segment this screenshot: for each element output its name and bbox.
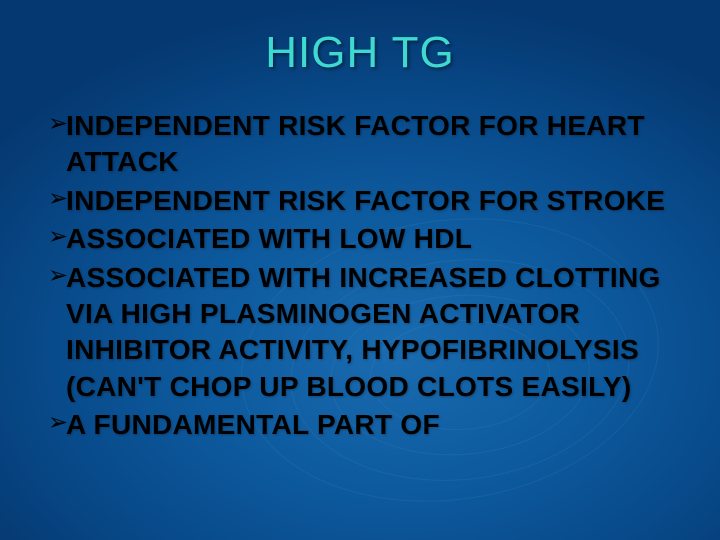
list-item: ➢ ASSOCIATED WITH LOW HDL (48, 221, 680, 257)
list-item: ➢ A FUNDAMENTAL PART OF (48, 407, 680, 443)
bullet-icon: ➢ (48, 407, 66, 438)
bullet-text: INDEPENDENT RISK FACTOR FOR STROKE (66, 183, 665, 219)
bullet-list: ➢ INDEPENDENT RISK FACTOR FOR HEART ATTA… (40, 108, 680, 444)
slide-title: HIGH TG (40, 28, 680, 78)
bullet-text: A FUNDAMENTAL PART OF (66, 407, 440, 443)
bullet-text: INDEPENDENT RISK FACTOR FOR HEART ATTACK (66, 108, 680, 181)
bullet-icon: ➢ (48, 260, 66, 291)
list-item: ➢ INDEPENDENT RISK FACTOR FOR HEART ATTA… (48, 108, 680, 181)
bullet-icon: ➢ (48, 221, 66, 252)
slide-container: HIGH TG ➢ INDEPENDENT RISK FACTOR FOR HE… (0, 0, 720, 540)
list-item: ➢ INDEPENDENT RISK FACTOR FOR STROKE (48, 183, 680, 219)
bullet-text: ASSOCIATED WITH INCREASED CLOTTING VIA H… (66, 260, 680, 406)
list-item: ➢ ASSOCIATED WITH INCREASED CLOTTING VIA… (48, 260, 680, 406)
bullet-text: ASSOCIATED WITH LOW HDL (66, 221, 472, 257)
bullet-icon: ➢ (48, 108, 66, 139)
bullet-icon: ➢ (48, 183, 66, 214)
